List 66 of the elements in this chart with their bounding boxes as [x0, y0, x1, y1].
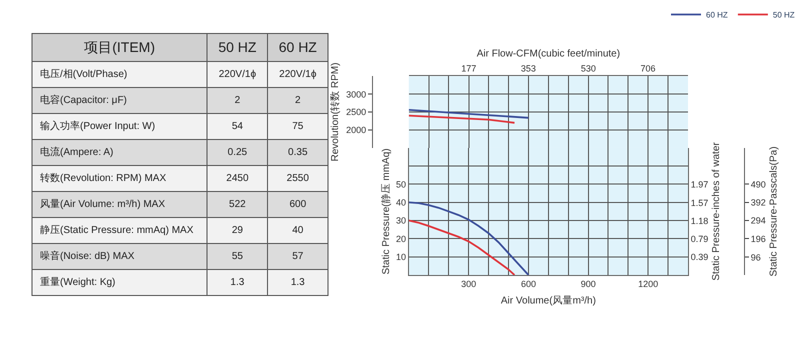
- category-label: 噪音(Noise: dB) MAX: [40, 250, 135, 262]
- data-label: 0.35: [288, 147, 308, 158]
- data-label: 29: [232, 225, 244, 236]
- y3-tick-label: 196: [750, 234, 766, 244]
- data-label: 2: [234, 95, 241, 106]
- y-tick-label: 2500: [346, 107, 366, 118]
- x-tick-label: 353: [520, 64, 536, 74]
- y-axis-title: Static Pressure(静压 mmAq): [380, 148, 392, 275]
- y-tick-label: 40: [396, 198, 406, 208]
- y2-tick-label: 1.57: [690, 198, 708, 208]
- data-label: 54: [232, 121, 244, 132]
- category-label: 转数(Revolution: RPM) MAX: [40, 172, 166, 184]
- x-axis-title: Air Flow-CFM(cubic feet/minute): [476, 48, 620, 60]
- y-tick-label: 20: [396, 234, 406, 244]
- category-label: 电流(Ampere: A): [40, 146, 114, 158]
- x-tick-label: 300: [461, 278, 476, 289]
- x-axis-title: Air Volume(风量m³/h): [500, 295, 596, 306]
- y2-tick-label: 1.97: [690, 179, 708, 190]
- text: 50 HZ: [218, 39, 257, 56]
- data-label: 600: [289, 199, 307, 210]
- data-label: 55: [232, 251, 244, 262]
- y3-tick-label: 490: [750, 179, 766, 190]
- category-label: 电容(Capacitor: μF): [40, 94, 127, 106]
- y2-tick-label: 0.39: [690, 252, 708, 262]
- y-tick-label: 30: [396, 216, 406, 226]
- data-label: 2550: [286, 173, 310, 184]
- line-series: [408, 220, 516, 275]
- y3-tick-label: 392: [750, 198, 766, 208]
- y-tick-label: 50: [396, 179, 406, 190]
- text: 项目(ITEM): [84, 39, 155, 56]
- category-label: 输入功率(Power Input: W): [40, 120, 156, 132]
- y2-axis-title: Static Pressure-inches of water: [710, 142, 722, 281]
- data-label: 40: [292, 225, 304, 236]
- y-axis-title: Revolution(转数 RPM): [329, 62, 342, 162]
- legend-label: 60 HZ: [278, 39, 318, 56]
- y-tick-label: 10: [396, 252, 406, 262]
- legend-label: 60 HZ: [706, 10, 728, 20]
- data-label: 220V/1ϕ: [279, 69, 317, 80]
- x-tick-label: 600: [520, 278, 536, 289]
- data-label: 1.3: [290, 277, 306, 288]
- x-tick-label: 706: [640, 64, 656, 74]
- data-label: 220V/1ϕ: [218, 69, 256, 80]
- x-tick-label: 530: [580, 64, 596, 74]
- data-label: 0.25: [228, 147, 248, 158]
- y-tick-label: 2000: [346, 125, 366, 136]
- data-label: 2: [295, 95, 302, 106]
- data-label: 75: [292, 121, 304, 132]
- x-tick-label: 177: [461, 64, 476, 74]
- data-label: 57: [292, 251, 304, 262]
- data-label: 1.3: [230, 277, 245, 288]
- data-label: 522: [229, 199, 246, 210]
- x-tick-label: 1200: [638, 278, 658, 289]
- y2-tick-label: 0.79: [690, 234, 708, 244]
- y2-tick-label: 1.18: [690, 216, 708, 226]
- y-tick-label: 3000: [346, 89, 366, 100]
- category-label: 电压/相(Volt/Phase): [40, 68, 128, 80]
- category-label: 风量(Air Volume: m³/h) MAX: [40, 199, 166, 210]
- y3-tick-label: 96: [750, 252, 761, 262]
- legend-label: 50 HZ: [772, 10, 795, 20]
- y3-axis-title: Static Pressure-Passcals(Pa): [768, 146, 780, 276]
- y3-tick-label: 294: [750, 216, 766, 226]
- x-tick-label: 900: [580, 278, 596, 289]
- category-label: 重量(Weight: Kg): [40, 276, 116, 288]
- data-label: 2450: [226, 173, 249, 184]
- category-label: 静压(Static Pressure: mmAq) MAX: [40, 224, 194, 236]
- line-series: [408, 201, 530, 275]
